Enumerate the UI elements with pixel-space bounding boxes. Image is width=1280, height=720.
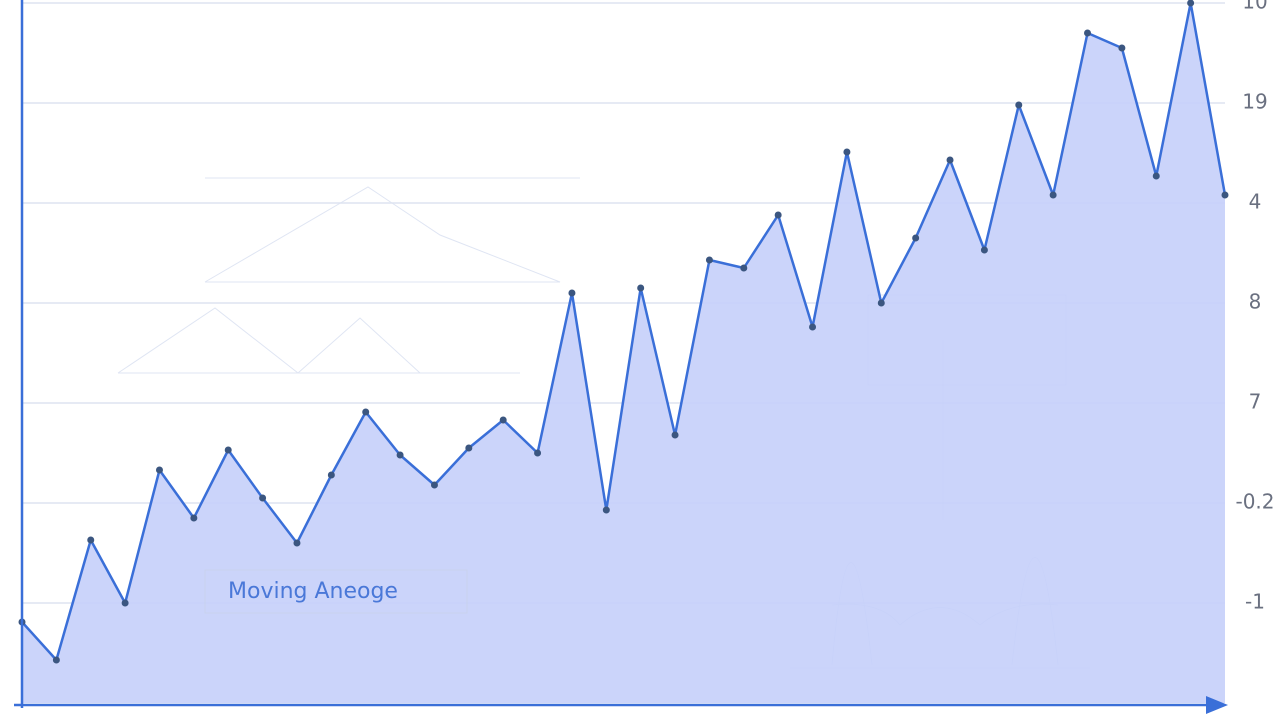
decor-shape xyxy=(204,186,561,283)
y-tick-label: 4 xyxy=(1249,190,1262,214)
area-fill xyxy=(22,3,1225,703)
data-point xyxy=(396,451,404,459)
data-point xyxy=(843,148,851,156)
data-point xyxy=(740,264,748,272)
data-point xyxy=(671,431,679,439)
legend-box xyxy=(204,569,468,614)
data-point xyxy=(293,539,301,547)
y-tick-label: -1 xyxy=(1245,590,1265,614)
decor-shape xyxy=(117,307,520,374)
data-point xyxy=(912,234,920,242)
data-point xyxy=(499,416,507,424)
data-point xyxy=(809,323,817,331)
data-point xyxy=(430,481,438,489)
data-point xyxy=(259,494,267,502)
data-point xyxy=(568,289,576,297)
data-point xyxy=(465,444,473,452)
data-point xyxy=(1187,0,1195,7)
legend-label: Moving Aneoge xyxy=(228,579,398,604)
data-point xyxy=(155,466,163,474)
data-point xyxy=(980,246,988,254)
data-point xyxy=(946,156,954,164)
y-tick-label: 10 xyxy=(1242,0,1267,14)
data-point xyxy=(534,449,542,457)
data-point xyxy=(602,506,610,514)
y-tick-label: -0.2 xyxy=(1235,490,1274,514)
y-tick-label: 19 xyxy=(1242,90,1267,114)
data-point xyxy=(705,256,713,264)
data-point xyxy=(1221,191,1229,199)
data-point xyxy=(877,299,885,307)
data-point xyxy=(1084,29,1092,37)
data-point xyxy=(637,284,645,292)
data-point xyxy=(327,471,335,479)
data-point xyxy=(87,536,95,544)
y-tick-label: 7 xyxy=(1249,390,1262,414)
data-point xyxy=(1015,101,1023,109)
data-point xyxy=(52,656,60,664)
data-point xyxy=(362,408,370,416)
data-point xyxy=(121,599,129,607)
data-point xyxy=(1118,44,1126,52)
y-tick-label: 8 xyxy=(1249,290,1262,314)
data-point xyxy=(1049,191,1057,199)
plot-area xyxy=(18,0,1229,703)
data-point xyxy=(774,211,782,219)
area-line xyxy=(21,1,1227,662)
x-axis-arrow xyxy=(1206,696,1228,714)
data-point xyxy=(1152,172,1160,180)
data-point xyxy=(190,514,198,522)
data-point xyxy=(224,446,232,454)
